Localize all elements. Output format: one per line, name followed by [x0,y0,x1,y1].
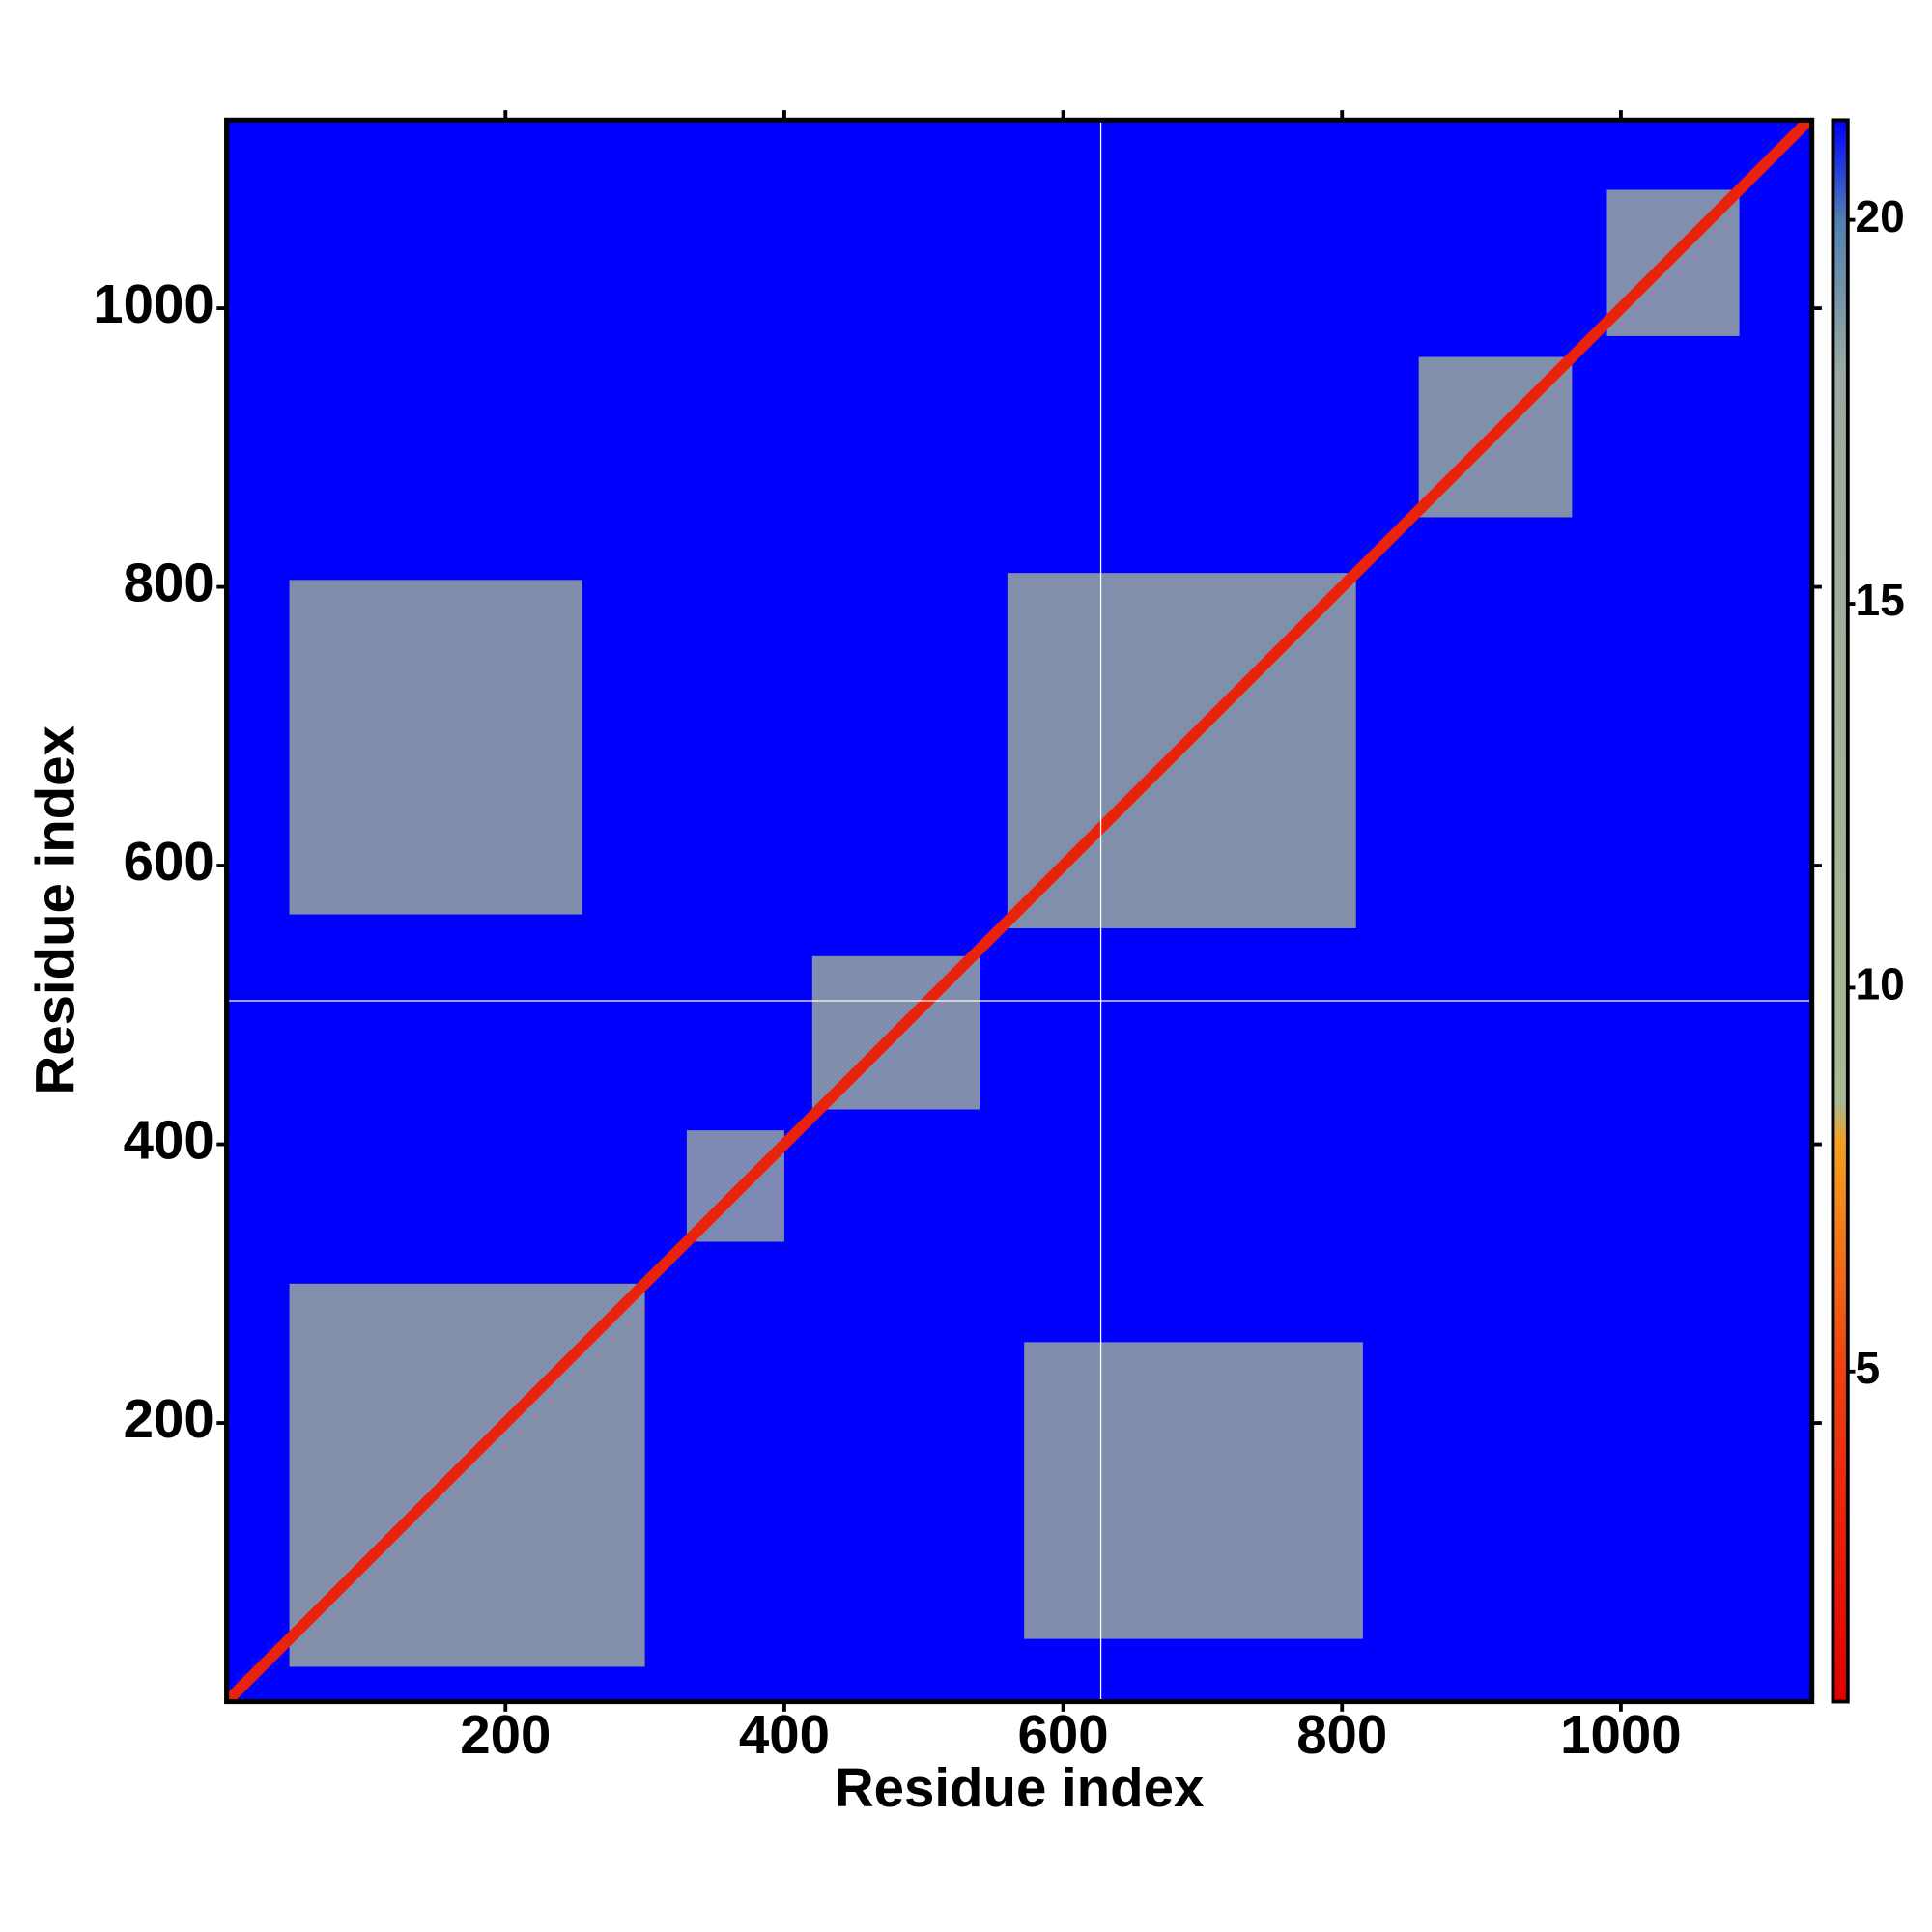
colorbar-tick-label: 20 [1856,191,1905,242]
x-tick-label: 1000 [1560,1704,1681,1765]
cell [1024,1342,1363,1639]
x-axis-title: Residue index [835,1757,1204,1818]
y-tick-label: 1000 [93,273,213,334]
x-tick-label: 800 [1296,1704,1387,1765]
y-axis-title: Residue index [24,725,85,1094]
y-tick-label: 200 [124,1388,214,1449]
y-tick-label: 600 [124,831,214,892]
x-tick-label: 400 [739,1704,830,1765]
y-tick-label: 800 [124,552,214,612]
x-tick-label: 600 [1018,1704,1109,1765]
colorbar-tick-label: 10 [1856,959,1905,1009]
heatmap [226,120,1812,1702]
colorbar-tick-label: 15 [1856,575,1905,625]
cell [289,580,582,915]
colorbar-tick-label: 5 [1856,1343,1881,1393]
x-tick-label: 200 [460,1704,551,1765]
diagonal [226,120,1812,1702]
colorbar [1831,118,1850,1704]
plot-frame [224,117,1815,1705]
y-tick-label: 400 [124,1109,214,1170]
